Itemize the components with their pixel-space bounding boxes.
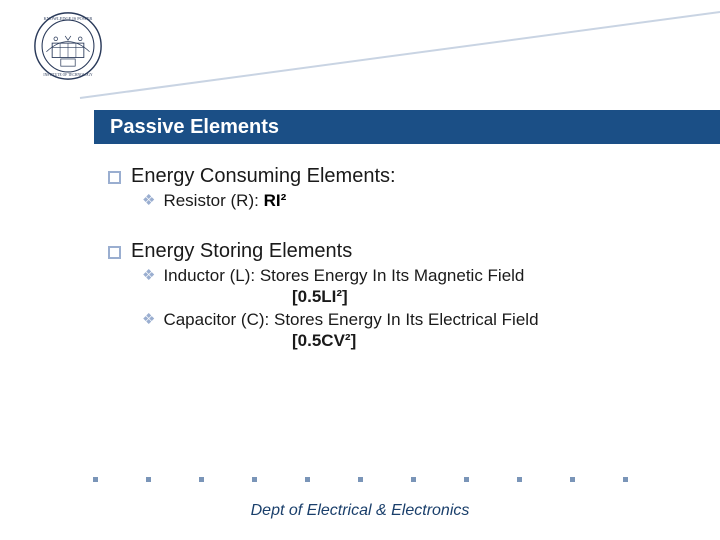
slide-content: Energy Consuming Elements: ❖ Resistor (R… bbox=[108, 155, 680, 351]
square-bullet-icon bbox=[108, 246, 121, 259]
section-label: Energy Storing Elements bbox=[131, 240, 352, 263]
diamond-bullet-icon: ❖ bbox=[142, 190, 155, 212]
list-item: ❖ Inductor (L): Stores Energy In Its Mag… bbox=[142, 265, 680, 287]
list-item: ❖ Resistor (R): RI² bbox=[142, 190, 680, 212]
section-heading: Energy Storing Elements bbox=[108, 240, 680, 263]
dot-icon bbox=[517, 477, 522, 482]
dot-icon bbox=[358, 477, 363, 482]
slide-title-bar: Passive Elements bbox=[94, 110, 720, 144]
item-text: Inductor (L): Stores Energy In Its Magne… bbox=[163, 265, 524, 287]
svg-text:INSTITUTE OF TECHNOLOGY: INSTITUTE OF TECHNOLOGY bbox=[43, 73, 93, 77]
item-text: Resistor (R): RI² bbox=[163, 190, 286, 212]
section-heading: Energy Consuming Elements: bbox=[108, 165, 680, 188]
dot-icon bbox=[252, 477, 257, 482]
dot-icon bbox=[146, 477, 151, 482]
dot-icon bbox=[464, 477, 469, 482]
section-body: ❖ Resistor (R): RI² bbox=[142, 190, 680, 212]
square-bullet-icon bbox=[108, 171, 121, 184]
diamond-bullet-icon: ❖ bbox=[142, 265, 155, 287]
dot-icon bbox=[93, 477, 98, 482]
dot-icon bbox=[305, 477, 310, 482]
slide-footer: Dept of Electrical & Electronics bbox=[0, 502, 720, 520]
list-item: ❖ Capacitor (C): Stores Energy In Its El… bbox=[142, 309, 680, 331]
formula-text: [0.5CV²] bbox=[292, 331, 680, 351]
decorative-dots bbox=[0, 477, 720, 482]
item-text: Capacitor (C): Stores Energy In Its Elec… bbox=[163, 309, 538, 331]
section-label: Energy Consuming Elements: bbox=[131, 165, 396, 188]
dot-icon bbox=[199, 477, 204, 482]
svg-text:KNOWLEDGE IS POWER: KNOWLEDGE IS POWER bbox=[44, 16, 93, 21]
diamond-bullet-icon: ❖ bbox=[142, 309, 155, 331]
diagonal-accent bbox=[0, 0, 720, 120]
dot-icon bbox=[570, 477, 575, 482]
dot-icon bbox=[623, 477, 628, 482]
formula-text: [0.5LI²] bbox=[292, 287, 680, 307]
slide-title: Passive Elements bbox=[110, 116, 279, 139]
section-body: ❖ Inductor (L): Stores Energy In Its Mag… bbox=[142, 265, 680, 351]
dot-icon bbox=[411, 477, 416, 482]
institution-logo: KNOWLEDGE IS POWER INSTITUTE OF TECHNOLO… bbox=[32, 10, 104, 82]
